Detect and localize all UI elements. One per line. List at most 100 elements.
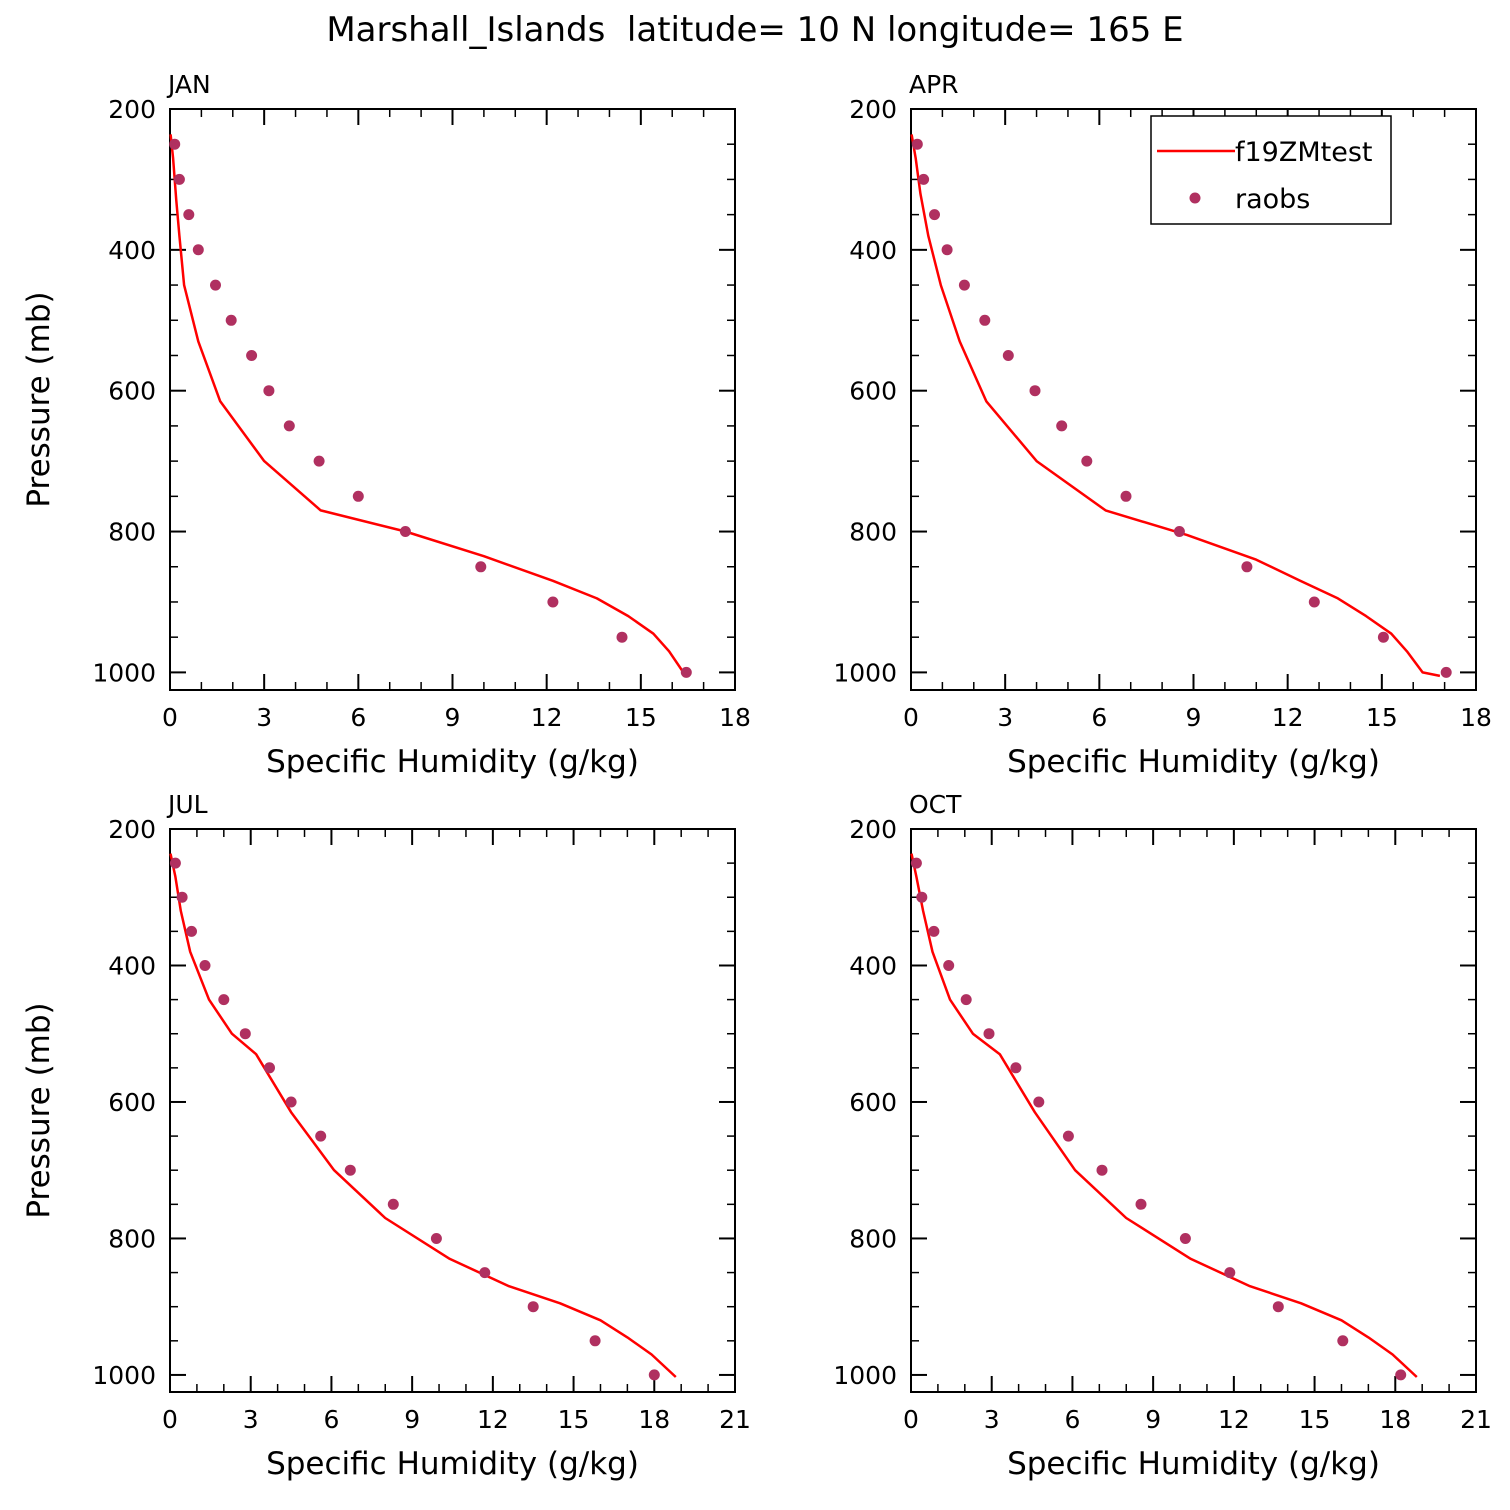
data-point-raobs (1272, 1301, 1284, 1313)
x-tick-label: 15 (625, 703, 657, 732)
data-point-raobs (169, 857, 181, 869)
data-point-raobs (283, 420, 295, 432)
x-axis-label: Specific Humidity (g/kg) (1007, 744, 1380, 780)
data-point-raobs (210, 279, 221, 291)
plot-frame (910, 828, 1477, 1393)
data-point-raobs (916, 891, 928, 903)
y-tick-label: 200 (849, 815, 897, 844)
x-tick-label: 0 (162, 1405, 178, 1434)
y-tick-label: 400 (108, 236, 156, 265)
x-tick-label: 3 (997, 703, 1013, 732)
x-tick-label: 21 (719, 1405, 751, 1434)
data-point-raobs (218, 994, 230, 1006)
x-axis-label: Specific Humidity (g/kg) (1007, 1446, 1380, 1482)
data-point-raobs (387, 1198, 399, 1210)
data-point-raobs (941, 244, 953, 256)
legend: f19ZMtest raobs (1150, 115, 1392, 225)
data-point-raobs (176, 891, 188, 903)
data-point-raobs (192, 244, 204, 256)
x-tick-label: 9 (1186, 703, 1202, 732)
x-tick-label: 9 (445, 703, 461, 732)
y-tick-label: 600 (108, 377, 156, 406)
data-point-raobs (1081, 455, 1093, 467)
data-point-raobs (399, 526, 411, 537)
data-point-raobs (589, 1335, 601, 1347)
series-line-f19zmtest (169, 134, 686, 676)
data-point-raobs (527, 1301, 539, 1313)
y-tick-label: 800 (108, 1224, 156, 1253)
data-point-raobs (183, 209, 195, 221)
data-point-raobs (199, 960, 211, 971)
data-point-raobs (1120, 490, 1132, 502)
data-point-raobs (315, 1130, 327, 1142)
data-point-raobs (918, 173, 930, 185)
y-tick-label: 200 (108, 815, 156, 844)
x-tick-label: 12 (1272, 703, 1304, 732)
legend-marker-swatch (1189, 192, 1201, 204)
data-point-raobs (1173, 526, 1185, 537)
x-tick-label: 18 (1379, 1405, 1411, 1434)
panel-apr: 0 3 6 9 12 15 18 200 400 600 800 1000 APR Specific Hu… (833, 70, 1492, 780)
legend-label-model: f19ZMtest (1235, 137, 1373, 168)
plot-frame (169, 828, 736, 1393)
y-axis-label: Pressure (mb) (21, 1002, 57, 1218)
panel-label: JAN (166, 70, 211, 99)
data-point-raobs (430, 1233, 442, 1244)
x-tick-label: 3 (984, 1405, 1000, 1434)
chart-title: Marshall_Islands latitude= 10 N longitud… (326, 10, 1184, 50)
data-point-raobs (1033, 1096, 1045, 1108)
data-point-raobs (1010, 1062, 1022, 1074)
data-point-raobs (173, 173, 185, 185)
x-tick-label: 15 (1299, 1405, 1331, 1434)
x-tick-label: 18 (1460, 703, 1492, 732)
data-point-raobs (1029, 385, 1041, 397)
x-tick-label: 0 (903, 1405, 919, 1434)
data-point-raobs (239, 1028, 251, 1040)
data-point-raobs (1096, 1164, 1108, 1176)
data-point-raobs (1395, 1369, 1407, 1381)
x-tick-label: 0 (903, 703, 919, 732)
data-point-raobs (547, 596, 559, 608)
data-point-raobs (1056, 420, 1068, 432)
panel-jan: 0 3 6 9 12 15 18 200 400 600 800 1000 JAN Specific Hu… (21, 70, 751, 780)
y-tick-label: 400 (108, 951, 156, 980)
data-point-raobs (186, 925, 197, 937)
data-point-raobs (479, 1267, 491, 1279)
panel-jul: 0 3 6 9 12 15 18 21 200 400 600 800 1000 JUL Specific … (21, 790, 751, 1482)
data-point-raobs (352, 490, 364, 502)
data-point-raobs (911, 138, 923, 150)
x-axis-label: Specific Humidity (g/kg) (266, 1446, 639, 1482)
x-tick-label: 3 (256, 703, 272, 732)
data-point-raobs (263, 385, 275, 397)
data-point-raobs (1337, 1335, 1349, 1347)
data-point-raobs (648, 1369, 660, 1381)
y-tick-label: 600 (849, 1088, 897, 1117)
x-tick-label: 6 (1064, 1405, 1080, 1434)
data-point-raobs (680, 666, 692, 678)
panel-label: OCT (909, 790, 962, 819)
x-tick-label: 12 (1218, 1405, 1250, 1434)
y-tick-label: 1000 (92, 658, 156, 687)
data-point-raobs (1440, 666, 1452, 678)
data-point-raobs (929, 209, 940, 221)
x-tick-label: 15 (558, 1405, 590, 1434)
x-tick-label: 21 (1460, 1405, 1492, 1434)
y-tick-label: 400 (849, 236, 897, 265)
y-tick-label: 600 (108, 1088, 156, 1117)
y-tick-label: 800 (108, 518, 156, 547)
data-point-raobs (958, 279, 970, 291)
data-point-raobs (313, 455, 325, 467)
x-tick-label: 18 (719, 703, 751, 732)
x-tick-label: 0 (162, 703, 178, 732)
x-tick-label: 18 (638, 1405, 670, 1434)
legend-label-obs: raobs (1235, 184, 1310, 215)
data-point-raobs (225, 314, 237, 326)
panel-label: APR (909, 70, 959, 99)
data-point-raobs (344, 1164, 356, 1176)
x-axis-label: Specific Humidity (g/kg) (266, 744, 639, 780)
data-point-raobs (928, 925, 940, 937)
x-tick-label: 6 (1091, 703, 1107, 732)
series-line-f19zmtest (910, 134, 1441, 678)
data-point-raobs (1377, 631, 1389, 643)
data-point-raobs (1241, 561, 1253, 573)
